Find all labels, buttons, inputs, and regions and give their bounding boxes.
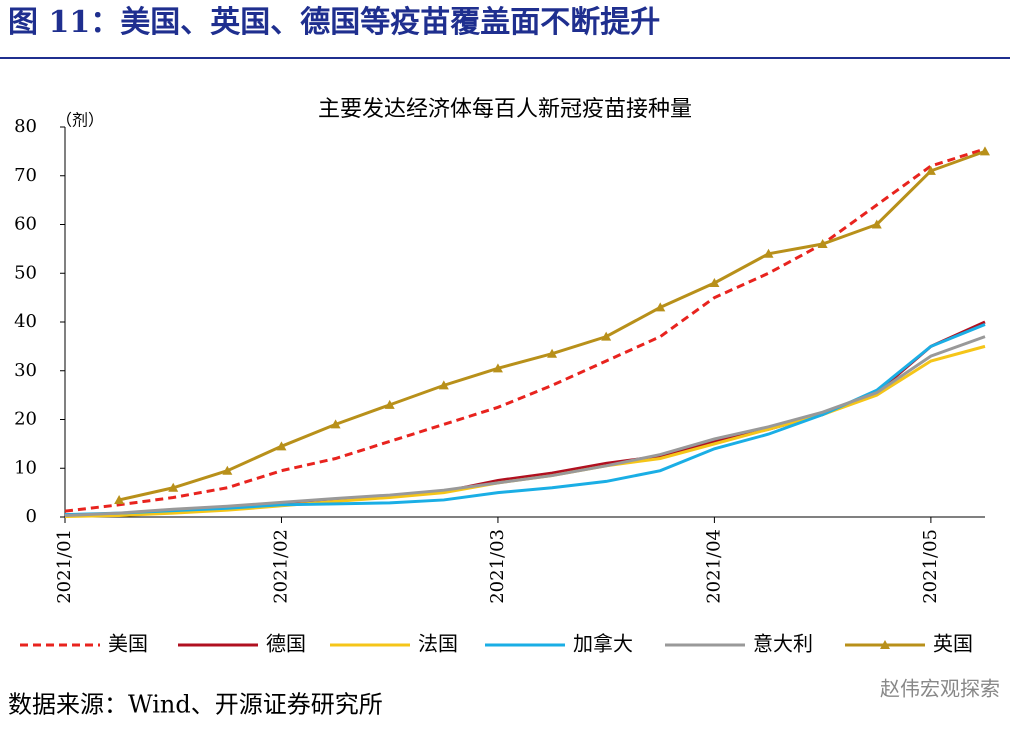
series-line	[64, 335, 986, 518]
y-tick-label: 50	[14, 262, 37, 283]
y-tick-label: 60	[14, 214, 37, 235]
legend-label: 美国	[108, 632, 148, 656]
y-tick-label: 70	[14, 165, 37, 186]
marker	[871, 219, 882, 229]
source: 数据来源：Wind、开源证券研究所	[8, 691, 383, 719]
marker	[547, 348, 558, 358]
marker	[438, 380, 449, 390]
watermark: 赵伟宏观探索	[880, 677, 1000, 701]
marker	[601, 331, 612, 341]
x-tick-label: 2021/01	[54, 529, 75, 604]
legend-label: 英国	[933, 632, 973, 656]
legend-label: 法国	[418, 632, 458, 656]
y-tick-label: 0	[26, 506, 37, 527]
marker	[384, 399, 395, 409]
y-tick-label: 10	[14, 457, 37, 478]
y-unit: （剂）	[56, 111, 104, 130]
legend-label: 意大利	[753, 632, 813, 656]
legend-label: 德国	[266, 632, 306, 656]
x-tick-label: 2021/05	[920, 529, 941, 604]
marker	[763, 248, 774, 258]
marker	[492, 363, 503, 373]
x-tick-label: 2021/03	[487, 529, 508, 604]
marker	[709, 278, 720, 287]
x-tick-label: 2021/02	[270, 529, 291, 604]
series-line	[118, 149, 986, 502]
series-line	[64, 323, 986, 517]
series-line	[64, 147, 986, 513]
y-tick-label: 20	[14, 409, 37, 430]
marker	[168, 482, 179, 492]
marker	[114, 494, 125, 504]
y-tick-label: 80	[14, 116, 37, 137]
chart-title: 主要发达经济体每百人新冠疫苗接种量	[318, 97, 692, 122]
y-tick-label: 40	[14, 311, 37, 332]
marker	[980, 146, 990, 156]
x-tick-label: 2021/04	[703, 529, 724, 604]
page-title: 图 11：美国、英国、德国等疫苗覆盖面不断提升	[8, 5, 660, 40]
series-line	[64, 320, 986, 518]
marker	[330, 419, 341, 429]
legend-label: 加拿大	[573, 632, 633, 656]
marker	[817, 239, 828, 248]
marker	[655, 302, 666, 312]
marker	[222, 465, 233, 475]
marker	[276, 441, 287, 451]
y-tick-label: 30	[14, 360, 37, 381]
marker	[925, 165, 936, 175]
legend-marker	[880, 640, 890, 649]
